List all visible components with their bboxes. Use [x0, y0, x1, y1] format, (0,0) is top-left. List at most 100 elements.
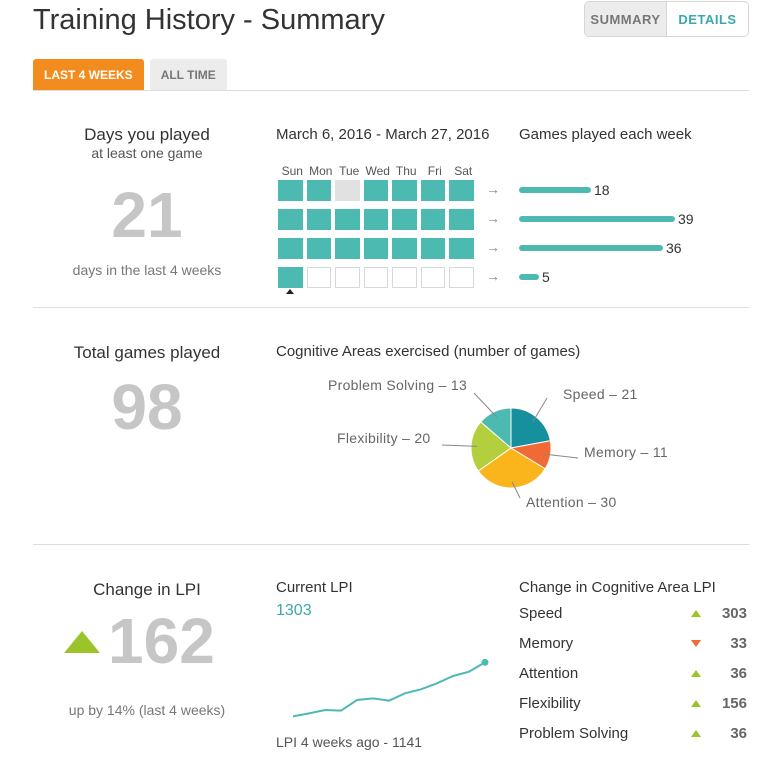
total-games-title: Total games played	[73, 343, 221, 362]
area-lpi-value: 33	[730, 634, 747, 652]
calendar-day-played	[306, 238, 331, 259]
area-lpi-value: 156	[721, 694, 747, 712]
calendar-day-played	[278, 238, 303, 259]
days-played-caption: days in the last 4 weeks	[72, 262, 222, 278]
days-played-value: 21	[111, 179, 183, 251]
calendar-day-played	[278, 180, 303, 201]
area-lpi-row: Memory 33	[519, 633, 747, 653]
week-arrow-icon: →	[486, 268, 500, 284]
calendar-day-played	[306, 180, 331, 201]
week-bar	[519, 216, 675, 222]
lpi-change-caption: up by 14% (last 4 weeks)	[68, 702, 226, 718]
week-bar	[519, 187, 591, 193]
total-games-value: 98	[111, 371, 183, 443]
area-lpi-row: Problem Solving 36	[519, 723, 747, 743]
week-bar-row: 36	[519, 240, 682, 256]
calendar-week-row	[278, 238, 474, 259]
tab-all-time[interactable]: ALL TIME	[149, 59, 227, 90]
days-played-heading: Days you played at least one game	[33, 125, 261, 161]
lpi-change-value: 162	[108, 605, 215, 677]
days-played-subtitle: at least one game	[91, 145, 203, 161]
week-bar-row: 5	[519, 269, 550, 285]
today-marker-icon	[286, 289, 294, 294]
current-lpi-value: 1303	[276, 602, 312, 619]
day-header: Fri	[427, 164, 442, 178]
calendar-day-played	[335, 238, 360, 259]
period-tabs: LAST 4 WEEKS ALL TIME	[33, 59, 227, 90]
area-lpi-value: 303	[721, 604, 747, 622]
area-lpi-value: 36	[730, 724, 747, 742]
calendar-day-future	[449, 267, 474, 288]
calendar-week-row	[278, 267, 474, 288]
week-bar-row: 18	[519, 182, 610, 198]
details-view-button[interactable]: DETAILS	[667, 2, 748, 36]
week-arrow-icon: →	[486, 239, 500, 255]
week-bar-value: 18	[594, 182, 610, 198]
view-toggle: SUMMARY DETAILS	[584, 1, 749, 37]
calendar-day-future	[335, 267, 360, 288]
pie-slice-speed	[510, 407, 551, 449]
pie-leader-line	[532, 397, 548, 423]
day-header: Mon	[309, 164, 333, 178]
area-lpi-name: Attention	[519, 664, 579, 682]
current-lpi-title: Current LPI	[276, 579, 353, 596]
pie-label-speed: Speed – 21	[563, 386, 638, 402]
up-arrow-icon	[64, 631, 100, 653]
calendar-day-played	[449, 180, 474, 201]
pie-label-memory: Memory – 11	[584, 444, 668, 460]
calendar-day-played	[306, 209, 331, 230]
tabs-divider	[33, 90, 749, 91]
day-header: Tue	[339, 164, 360, 178]
calendar-day-played	[392, 238, 417, 259]
pie-slice-flexibility	[470, 421, 512, 472]
pie-leader-line	[473, 392, 498, 418]
area-lpi-row: Flexibility 156	[519, 693, 747, 713]
calendar-day-headers: Sun Mon Tue Wed Thu Fri Sat	[278, 164, 478, 178]
week-arrow-icon: →	[486, 210, 500, 226]
pie-slice-memory	[509, 440, 552, 470]
pie-label-problem-solving: Problem Solving – 13	[328, 377, 468, 393]
calendar-week-row	[278, 209, 474, 230]
calendar-day-future	[363, 267, 388, 288]
day-header: Thu	[395, 164, 417, 178]
week-bar	[519, 274, 539, 280]
section-divider	[33, 544, 749, 545]
down-arrow-icon	[691, 639, 701, 647]
area-lpi-row: Attention 36	[519, 663, 747, 683]
calendar-day-played	[392, 209, 417, 230]
calendar-day-played	[363, 180, 388, 201]
calendar-day-played	[278, 267, 303, 288]
tab-last-4-weeks[interactable]: LAST 4 WEEKS	[33, 59, 144, 90]
week-bar-row: 39	[519, 211, 694, 227]
section-divider	[33, 307, 749, 308]
cognitive-areas-title: Cognitive Areas exercised (number of gam…	[276, 343, 581, 360]
area-lpi-name: Problem Solving	[519, 724, 629, 742]
day-header: Sat	[454, 164, 473, 178]
up-arrow-icon	[691, 609, 701, 617]
days-played-title: Days you played	[84, 125, 210, 144]
area-lpi-name: Memory	[519, 634, 574, 652]
lpi-change-title: Change in LPI	[93, 580, 201, 599]
calendar-date-range: March 6, 2016 - March 27, 2016	[276, 126, 490, 143]
calendar-day-played	[420, 180, 445, 201]
calendar-day-played	[449, 238, 474, 259]
calendar-day-played	[449, 209, 474, 230]
calendar-day-played	[335, 209, 360, 230]
lpi-trend-line	[292, 661, 486, 718]
lpi-trend-endpoint	[481, 658, 489, 666]
week-arrow-icon: →	[486, 181, 500, 197]
calendar-day-played	[392, 180, 417, 201]
pie-slice-problem-solving	[479, 407, 512, 450]
week-bar	[519, 245, 663, 251]
area-lpi-name: Flexibility	[519, 694, 581, 712]
area-lpi-title: Change in Cognitive Area LPI	[519, 579, 716, 596]
pie-leader-line	[544, 453, 579, 459]
pie-leader-line	[511, 481, 521, 499]
pie-label-flexibility: Flexibility – 20	[337, 430, 431, 446]
calendar-day-played	[278, 209, 303, 230]
day-header: Sun	[281, 164, 303, 178]
page-title: Training History - Summary	[33, 4, 385, 36]
up-arrow-icon	[691, 729, 701, 737]
calendar-day-played	[420, 209, 445, 230]
summary-view-button[interactable]: SUMMARY	[585, 2, 667, 36]
